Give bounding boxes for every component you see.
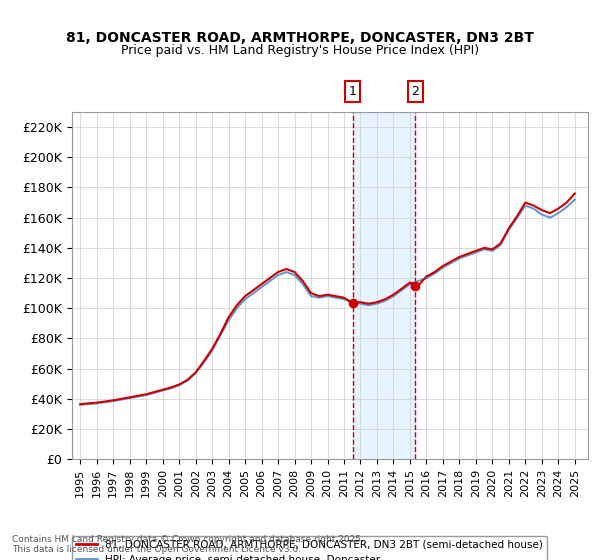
Text: 2: 2 — [412, 85, 419, 98]
Legend: 81, DONCASTER ROAD, ARMTHORPE, DONCASTER, DN3 2BT (semi-detached house), HPI: Av: 81, DONCASTER ROAD, ARMTHORPE, DONCASTER… — [72, 535, 547, 560]
Bar — [353, 112, 415, 459]
Text: Price paid vs. HM Land Registry's House Price Index (HPI): Price paid vs. HM Land Registry's House … — [121, 44, 479, 57]
Text: Contains HM Land Registry data © Crown copyright and database right 2025.
This d: Contains HM Land Registry data © Crown c… — [12, 535, 364, 554]
Text: 1: 1 — [349, 85, 356, 98]
Text: 81, DONCASTER ROAD, ARMTHORPE, DONCASTER, DN3 2BT: 81, DONCASTER ROAD, ARMTHORPE, DONCASTER… — [66, 31, 534, 45]
